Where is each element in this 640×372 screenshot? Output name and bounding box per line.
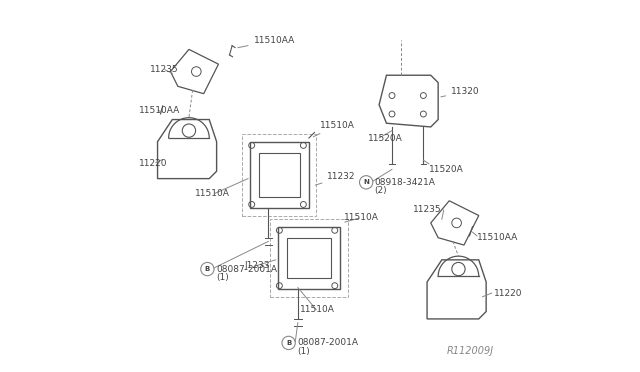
Bar <box>243 134 316 215</box>
Text: 11510AA: 11510AA <box>477 233 518 242</box>
Bar <box>270 219 348 297</box>
Text: R112009J: R112009J <box>447 346 493 356</box>
Bar <box>278 227 340 289</box>
Text: 11510A: 11510A <box>313 121 355 137</box>
Text: (1): (1) <box>216 273 228 282</box>
Text: 11235: 11235 <box>150 65 179 74</box>
Text: 08087-2001A: 08087-2001A <box>216 264 277 273</box>
Text: 11510AA: 11510AA <box>139 106 180 115</box>
Bar <box>287 238 331 278</box>
Bar <box>250 142 309 208</box>
Text: 11510A: 11510A <box>344 213 379 222</box>
Text: 11220: 11220 <box>139 159 168 169</box>
Text: 11520A: 11520A <box>429 165 463 174</box>
Text: (1): (1) <box>297 347 310 356</box>
Text: N: N <box>364 179 369 185</box>
Text: 11235: 11235 <box>413 205 442 215</box>
Text: 08087-2001A: 08087-2001A <box>297 339 358 347</box>
Text: 11520A: 11520A <box>368 134 403 142</box>
Text: 11232: 11232 <box>316 172 356 185</box>
Text: J1233: J1233 <box>244 261 270 270</box>
Text: (2): (2) <box>374 186 387 195</box>
Text: B: B <box>205 266 210 272</box>
Text: 11220: 11220 <box>493 289 522 298</box>
Text: 11510A: 11510A <box>195 189 229 198</box>
Text: 11510AA: 11510AA <box>238 36 295 48</box>
Text: 11320: 11320 <box>441 87 480 97</box>
Text: 08918-3421A: 08918-3421A <box>374 178 435 187</box>
Bar <box>259 153 300 197</box>
Text: B: B <box>286 340 291 346</box>
Text: 11510A: 11510A <box>300 305 335 314</box>
